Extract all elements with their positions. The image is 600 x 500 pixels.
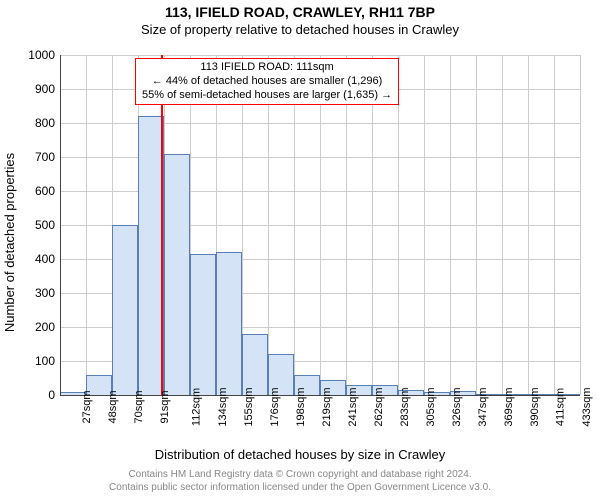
y-tick-label: 700 xyxy=(15,150,55,164)
chart-subtitle: Size of property relative to detached ho… xyxy=(0,22,600,37)
annotation-line1: 113 IFIELD ROAD: 111sqm xyxy=(142,61,392,75)
x-tick-label: 390sqm xyxy=(529,387,541,426)
y-tick-label: 500 xyxy=(15,218,55,232)
grid-line-v xyxy=(528,55,529,395)
x-tick-label: 176sqm xyxy=(269,387,281,426)
y-tick-label: 0 xyxy=(15,388,55,402)
x-tick-label: 326sqm xyxy=(451,387,463,426)
grid-line-v xyxy=(294,55,295,395)
y-tick-label: 1000 xyxy=(15,48,55,62)
x-tick-label: 411sqm xyxy=(554,388,566,426)
x-tick-label: 347sqm xyxy=(477,387,489,426)
grid-line-v xyxy=(554,55,555,395)
x-tick-label: 48sqm xyxy=(107,390,119,423)
license-line1: Contains HM Land Registry data © Crown c… xyxy=(0,469,600,482)
x-tick-label: 112sqm xyxy=(190,388,202,426)
grid-line-v xyxy=(372,55,373,395)
x-tick-label: 155sqm xyxy=(243,387,255,426)
histogram-bar xyxy=(190,254,216,395)
x-tick-label: 27sqm xyxy=(81,390,93,423)
y-axis-line xyxy=(60,55,61,395)
y-tick-label: 600 xyxy=(15,184,55,198)
chart-title: 113, IFIELD ROAD, CRAWLEY, RH11 7BP xyxy=(0,4,600,20)
x-tick-label: 70sqm xyxy=(133,390,145,423)
reference-annotation: 113 IFIELD ROAD: 111sqm ← 44% of detache… xyxy=(135,58,399,105)
y-tick-label: 800 xyxy=(15,116,55,130)
x-axis-label: Distribution of detached houses by size … xyxy=(0,447,600,462)
x-tick-label: 262sqm xyxy=(373,387,385,426)
annotation-line3: 55% of semi-detached houses are larger (… xyxy=(142,89,392,103)
x-tick-label: 433sqm xyxy=(581,387,593,426)
x-tick-label: 369sqm xyxy=(503,387,515,426)
grid-line-v xyxy=(476,55,477,395)
grid-line-v xyxy=(398,55,399,395)
x-tick-label: 241sqm xyxy=(347,387,359,426)
x-tick-label: 198sqm xyxy=(295,387,307,426)
grid-line-v xyxy=(424,55,425,395)
grid-line-v xyxy=(502,55,503,395)
annotation-line2: ← 44% of detached houses are smaller (1,… xyxy=(142,75,392,89)
y-tick-label: 100 xyxy=(15,354,55,368)
grid-line-v xyxy=(86,55,87,395)
histogram-bar xyxy=(216,252,242,395)
license-text: Contains HM Land Registry data © Crown c… xyxy=(0,469,600,494)
x-tick-label: 283sqm xyxy=(399,387,411,426)
grid-line-v xyxy=(450,55,451,395)
histogram-bar xyxy=(164,154,190,395)
y-tick-label: 300 xyxy=(15,286,55,300)
grid-line-v xyxy=(320,55,321,395)
y-tick-label: 900 xyxy=(15,82,55,96)
histogram-bar xyxy=(242,334,268,395)
y-tick-label: 200 xyxy=(15,320,55,334)
x-tick-label: 134sqm xyxy=(217,387,229,426)
x-tick-label: 91sqm xyxy=(159,390,171,423)
reference-line xyxy=(161,55,163,395)
y-tick-label: 400 xyxy=(15,252,55,266)
x-tick-label: 305sqm xyxy=(425,387,437,426)
grid-line-v xyxy=(268,55,269,395)
histogram-bar xyxy=(112,225,138,395)
plot-area xyxy=(60,55,580,395)
x-tick-label: 219sqm xyxy=(321,387,333,426)
grid-line-v xyxy=(346,55,347,395)
license-line2: Contains public sector information licen… xyxy=(0,482,600,495)
grid-line-v xyxy=(580,55,581,395)
histogram-bar xyxy=(138,116,164,395)
